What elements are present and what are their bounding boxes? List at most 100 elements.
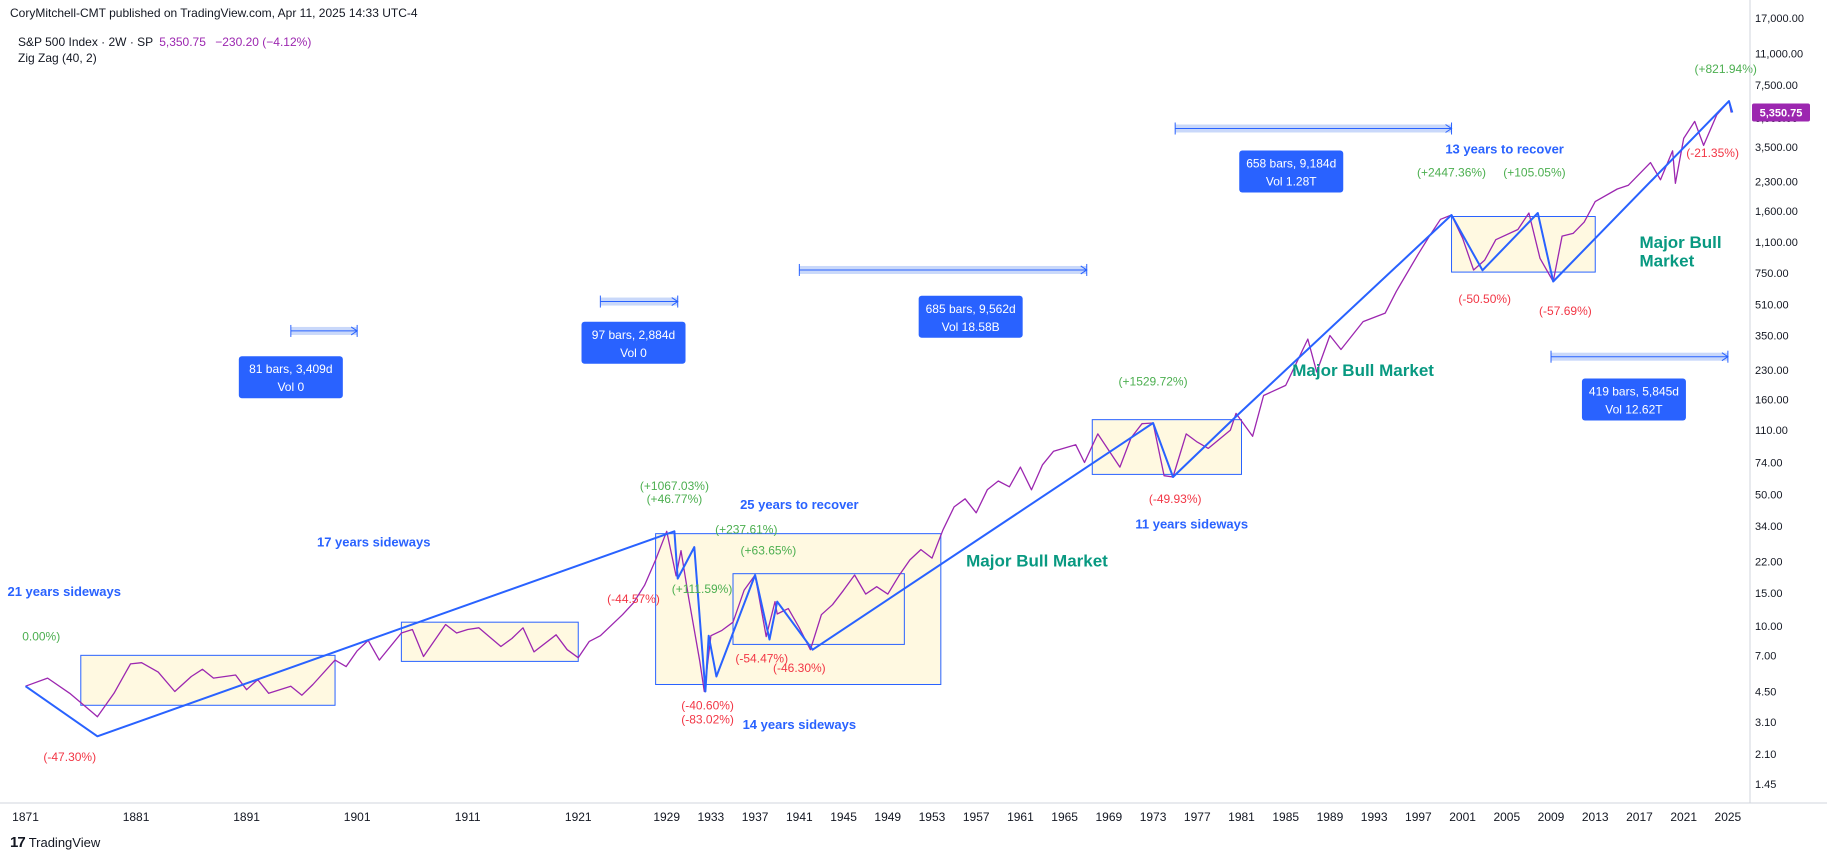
x-tick-label-16: 1969 (1095, 810, 1122, 824)
range-label-box-2 (918, 295, 1023, 338)
zigzag-line (24, 100, 1734, 738)
x-tick-label-17: 1973 (1140, 810, 1167, 824)
x-tick-label-12: 1953 (919, 810, 946, 824)
y-tick-label-0: 1.45 (1755, 779, 1776, 791)
footer-brand[interactable]: 17 TradingView (10, 834, 100, 851)
x-tick-label-26: 2009 (1538, 810, 1565, 824)
last-price-label: 5,350.75 (1760, 108, 1803, 120)
y-tick-label-1: 2.10 (1755, 749, 1776, 761)
percent-labels: 0.00%) (-47.30%) (+1067.03%)(+46.77%) (-44.… (22, 62, 1757, 764)
percent-label-6: (-40.60%) (681, 699, 734, 713)
x-tick-label-1: 1881 (123, 810, 150, 824)
date-range-arrow-0 (350, 326, 359, 336)
x-tick-label-18: 1977 (1184, 810, 1211, 824)
x-tick-label-23: 1997 (1405, 810, 1432, 824)
annotation-4: 11 years sideways (1135, 517, 1248, 532)
annotation-0: 21 years sideways (7, 584, 120, 599)
percent-label-15: (+105.05%) (1503, 165, 1565, 179)
annotation-2: 25 years to recover (740, 497, 859, 512)
range-label-vol-0: Vol 0 (277, 380, 304, 394)
publisher-line: CoryMitchell-CMT published on TradingVie… (10, 6, 418, 20)
x-tick-label-14: 1961 (1007, 810, 1034, 824)
y-tick-label-7: 22.00 (1755, 557, 1783, 569)
percent-label-19: (-21.35%) (1686, 146, 1739, 160)
percent-label-14: (+2447.36%) (1417, 165, 1486, 179)
range-label-bars-0: 81 bars, 3,409d (249, 362, 332, 376)
y-tick-label-8: 34.00 (1755, 521, 1783, 533)
legend-change: −230.20 (−4.12%) (215, 35, 312, 49)
x-tick-label-5: 1921 (565, 810, 592, 824)
sideways-box-5 (1451, 215, 1596, 273)
range-label-bars-1: 97 bars, 2,884d (592, 328, 675, 342)
y-tick-label-3: 4.50 (1755, 686, 1776, 698)
sideways-box-3 (732, 573, 905, 645)
range-label-bars-3: 658 bars, 9,184d (1246, 157, 1336, 171)
x-tick-label-10: 1945 (830, 810, 857, 824)
y-tick-label-16: 750.00 (1755, 268, 1789, 280)
percent-label-17: (-57.69%) (1539, 304, 1592, 318)
footer-brand-text: TradingView (28, 835, 101, 850)
date-ranges: 81 bars, 3,409d Vol 0 97 bars, 2,884d Vol 0… (238, 122, 1729, 421)
date-range-arrow-2 (1080, 265, 1088, 275)
percent-label-0: 0.00%) (22, 629, 60, 643)
y-tick-label-14: 350.00 (1755, 330, 1789, 342)
chart-legend: S&P 500 Index · 2W · SP 5,350.75 −230.20 … (18, 34, 311, 66)
range-label-box-1 (581, 321, 686, 364)
percent-label-3: (+46.77%) (647, 492, 703, 506)
sideways-box-1 (400, 621, 579, 662)
y-tick-label-23: 11,000.00 (1755, 49, 1803, 61)
range-label-bars-2: 685 bars, 9,562d (926, 302, 1016, 316)
legend-symbol: S&P 500 Index · 2W · SP (18, 35, 154, 49)
x-tick-label-20: 1985 (1272, 810, 1299, 824)
y-tick-label-20: 3,500.00 (1755, 142, 1798, 154)
y-tick-label-5: 10.00 (1755, 621, 1783, 633)
percent-label-10: (-54.47%) (735, 652, 788, 666)
price-line (25, 100, 1732, 718)
tradingview-logo-icon: 17 (10, 834, 26, 851)
y-tick-label-12: 160.00 (1755, 394, 1789, 406)
date-range-arrow-3 (1445, 124, 1453, 133)
percent-label-9: (+63.65%) (741, 544, 797, 558)
annotation-7: Major Bull Market (1292, 361, 1434, 380)
annotation-9: Market (1639, 251, 1694, 270)
percent-label-12: (+1529.72%) (1119, 374, 1188, 388)
y-tick-label-13: 230.00 (1755, 365, 1789, 377)
axes: 1.45 2.10 3.10 4.50 7.00 10.00 15.00 22.00 34.00… (0, 0, 1827, 824)
y-tick-label-10: 74.00 (1755, 458, 1783, 470)
percent-label-1: (-47.30%) (43, 750, 96, 764)
annotation-5: 13 years to recover (1445, 141, 1564, 156)
date-range-arrow-1 (671, 297, 679, 306)
percent-label-11: (-46.30%) (773, 661, 826, 675)
x-tick-label-25: 2005 (1493, 810, 1520, 824)
x-tick-label-22: 1993 (1361, 810, 1388, 824)
annotation-8: Major Bull (1639, 233, 1721, 252)
percent-label-4: (-44.57%) (607, 592, 660, 606)
x-tick-label-21: 1989 (1317, 810, 1344, 824)
last-price-badge (1752, 103, 1810, 122)
y-tick-label-19: 2,300.00 (1755, 177, 1798, 189)
legend-symbol-row[interactable]: S&P 500 Index · 2W · SP 5,350.75 −230.20 … (18, 34, 311, 50)
y-tick-label-9: 50.00 (1755, 490, 1783, 502)
x-tick-label-29: 2021 (1670, 810, 1697, 824)
y-tick-label-2: 3.10 (1755, 717, 1776, 729)
x-tick-label-6: 1929 (653, 810, 680, 824)
y-tick-label-24: 17,000.00 (1755, 13, 1804, 25)
y-tick-label-11: 110.00 (1755, 425, 1788, 437)
legend-indicator[interactable]: Zig Zag (40, 2) (18, 51, 97, 65)
zigzag-series (24, 100, 1734, 738)
percent-label-2: (+1067.03%) (640, 479, 709, 493)
date-range-arrow-4 (1721, 352, 1729, 362)
annotation-6: Major Bull Market (966, 552, 1108, 571)
y-tick-label-17: 1,100.00 (1755, 237, 1798, 249)
annotation-3: 14 years sideways (743, 717, 856, 732)
x-tick-label-24: 2001 (1449, 810, 1476, 824)
y-tick-label-22: 7,500.00 (1755, 80, 1798, 92)
x-tick-label-15: 1965 (1051, 810, 1078, 824)
x-tick-label-2: 1891 (233, 810, 260, 824)
x-tick-label-30: 2025 (1715, 810, 1742, 824)
x-tick-label-11: 1949 (874, 810, 901, 824)
annotations: 21 years sideways 17 years sideways 25 yea… (7, 141, 1721, 732)
percent-label-5: (+111.59%) (672, 582, 733, 596)
percent-label-13: (-49.93%) (1149, 492, 1202, 506)
